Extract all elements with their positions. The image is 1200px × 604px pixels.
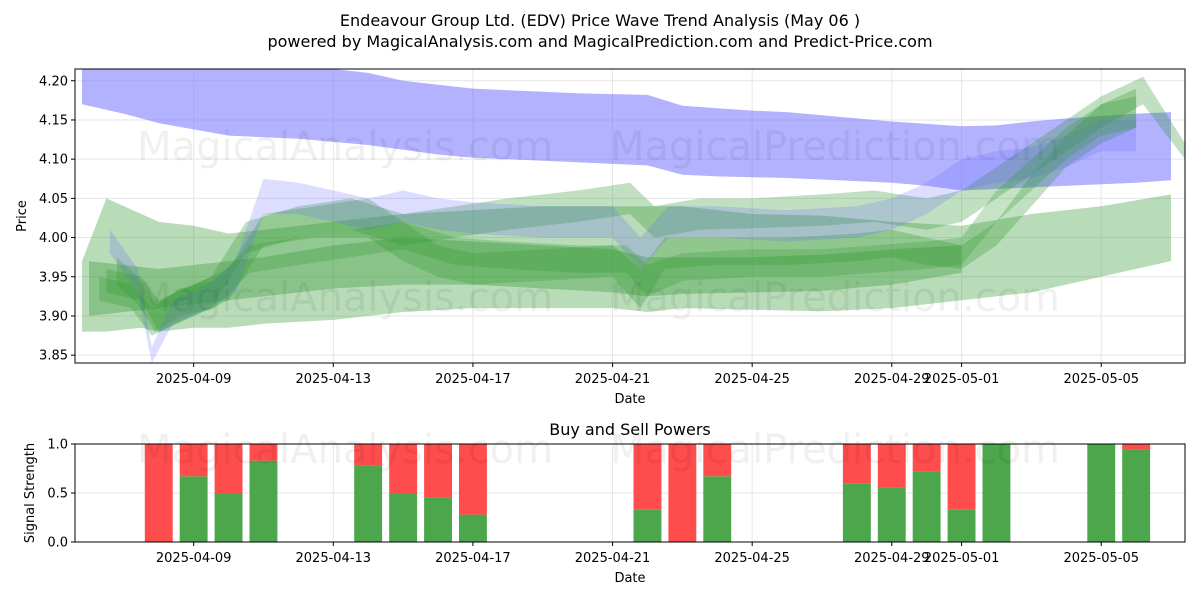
chart-title-line1: Endeavour Group Ltd. (EDV) Price Wave Tr… [340,11,860,30]
buy-bar-6 [424,497,452,542]
buy-bar-2 [214,493,243,542]
signal-x-tick-label-0: 2025-04-09 [156,551,232,566]
buy-bar-17 [1122,449,1151,542]
price-y-tick-label-4: 4.05 [39,192,68,207]
watermark-analysis-top: MagicalAnalysis.com [137,124,553,170]
sell-bar-6 [424,444,452,498]
signal-y-label: Signal Strength [23,443,38,543]
signal-x-tick-label-5: 2025-04-29 [854,551,930,566]
buy-bar-12 [877,487,906,542]
sell-bar-8 [633,444,662,510]
band-blue_trend_band [82,69,1171,191]
buy-bar-5 [389,493,418,542]
price-x-tick-label-4: 2025-04-25 [714,372,790,387]
price-y-tick-label-5: 4.10 [39,153,68,168]
signal-x-tick-label-7: 2025-05-05 [1063,551,1139,566]
watermark-prediction-bottom: MagicalPrediction.com [610,427,1060,473]
signal-y-tick-label-1: 0.5 [47,487,68,502]
chart-title-line2: powered by MagicalAnalysis.com and Magic… [267,32,932,51]
price-y-tick-label-0: 3.85 [39,349,68,364]
sell-bar-11 [842,444,871,484]
price-x-tick-label-5: 2025-04-29 [854,372,930,387]
buy-bar-15 [982,444,1011,542]
watermark-analysis-mid: MagicalAnalysis.com [137,275,553,321]
sell-bar-12 [877,444,906,488]
watermark-analysis-bottom: MagicalAnalysis.com [137,427,553,473]
buy-bar-8 [633,509,662,542]
price-y-tick-label-3: 4.00 [39,231,68,246]
watermark-prediction-top: MagicalPrediction.com [610,124,1060,170]
price-y-tick-label-7: 4.20 [39,74,68,89]
sell-bar-17 [1122,444,1151,450]
sell-bar-10 [703,444,732,477]
signal-panel: Buy and Sell Powers MagicalAnalysis.com … [23,420,1186,586]
buy-bar-4 [354,465,383,542]
signal-x-tick-label-2: 2025-04-17 [435,551,511,566]
signal-y-tick-label-2: 1.0 [47,438,68,453]
sell-bar-1 [179,444,208,477]
signal-y-tick-label-0: 0.0 [47,536,68,551]
sell-bar-3 [249,444,278,461]
price-x-label: Date [614,392,645,407]
sell-bar-14 [947,444,976,510]
signal-panel-title: Buy and Sell Powers [549,420,711,439]
signal-bars [144,444,1151,542]
buy-bar-3 [249,460,278,542]
sell-bar-0 [144,444,173,542]
price-panel: MagicalAnalysis.com MagicalPrediction.co… [15,68,1186,407]
price-x-tick-label-1: 2025-04-13 [296,372,372,387]
price-x-tick-label-3: 2025-04-21 [575,372,651,387]
price-x-tick-label-2: 2025-04-17 [435,372,511,387]
band-green_wave_1 [106,88,1137,332]
sell-bar-13 [912,444,941,472]
price-y-label: Price [15,200,30,232]
band-green_wave_2 [99,76,1185,336]
price-watermarks: MagicalAnalysis.com MagicalPrediction.co… [137,124,1060,321]
signal-x-tick-label-1: 2025-04-13 [296,551,372,566]
price-panel-border [74,68,1186,364]
sell-bar-2 [214,444,243,493]
sell-bar-7 [459,444,487,515]
price-y-tick-label-1: 3.90 [39,309,68,324]
price-x-tick-label-7: 2025-05-05 [1063,372,1139,387]
sell-bar-4 [354,444,383,466]
buy-bar-16 [1087,444,1116,542]
price-y-tick-label-6: 4.15 [39,113,68,128]
price-x-tick-label-6: 2025-05-01 [924,372,1000,387]
signal-panel-border [74,443,1186,543]
signal-x-tick-label-6: 2025-05-01 [924,551,1000,566]
price-y-tick-label-2: 3.95 [39,270,68,285]
signal-x-tick-label-4: 2025-04-25 [714,551,790,566]
band-green_band_2 [89,237,962,316]
signal-watermarks: MagicalAnalysis.com MagicalPrediction.co… [137,427,1060,473]
sell-bar-5 [389,444,418,493]
price-x-ticks: 2025-04-09 2025-04-13 2025-04-17 2025-04-21… [156,363,1139,387]
signal-x-tick-label-3: 2025-04-21 [575,551,651,566]
price-bands [82,69,1185,363]
buy-bar-14 [947,509,976,542]
price-y-ticks: 3.85 3.90 3.95 4.00 4.05 4.10 4.15 4.20 [39,74,75,364]
buy-bar-10 [703,476,732,542]
band-blue_wave_1 [109,120,1137,363]
signal-x-ticks: 2025-04-09 2025-04-13 2025-04-17 2025-04-21… [156,542,1139,566]
signal-x-label: Date [614,571,645,586]
signal-y-ticks: 0.0 0.5 1.0 [47,438,75,551]
buy-bar-13 [912,471,941,542]
buy-bar-7 [459,514,487,542]
watermark-prediction-mid: MagicalPrediction.com [610,275,1060,321]
price-x-tick-label-0: 2025-04-09 [156,372,232,387]
buy-bar-11 [842,483,871,542]
sell-bar-9 [668,444,697,542]
buy-bar-1 [179,476,208,542]
band-green_band_1 [82,194,1171,332]
